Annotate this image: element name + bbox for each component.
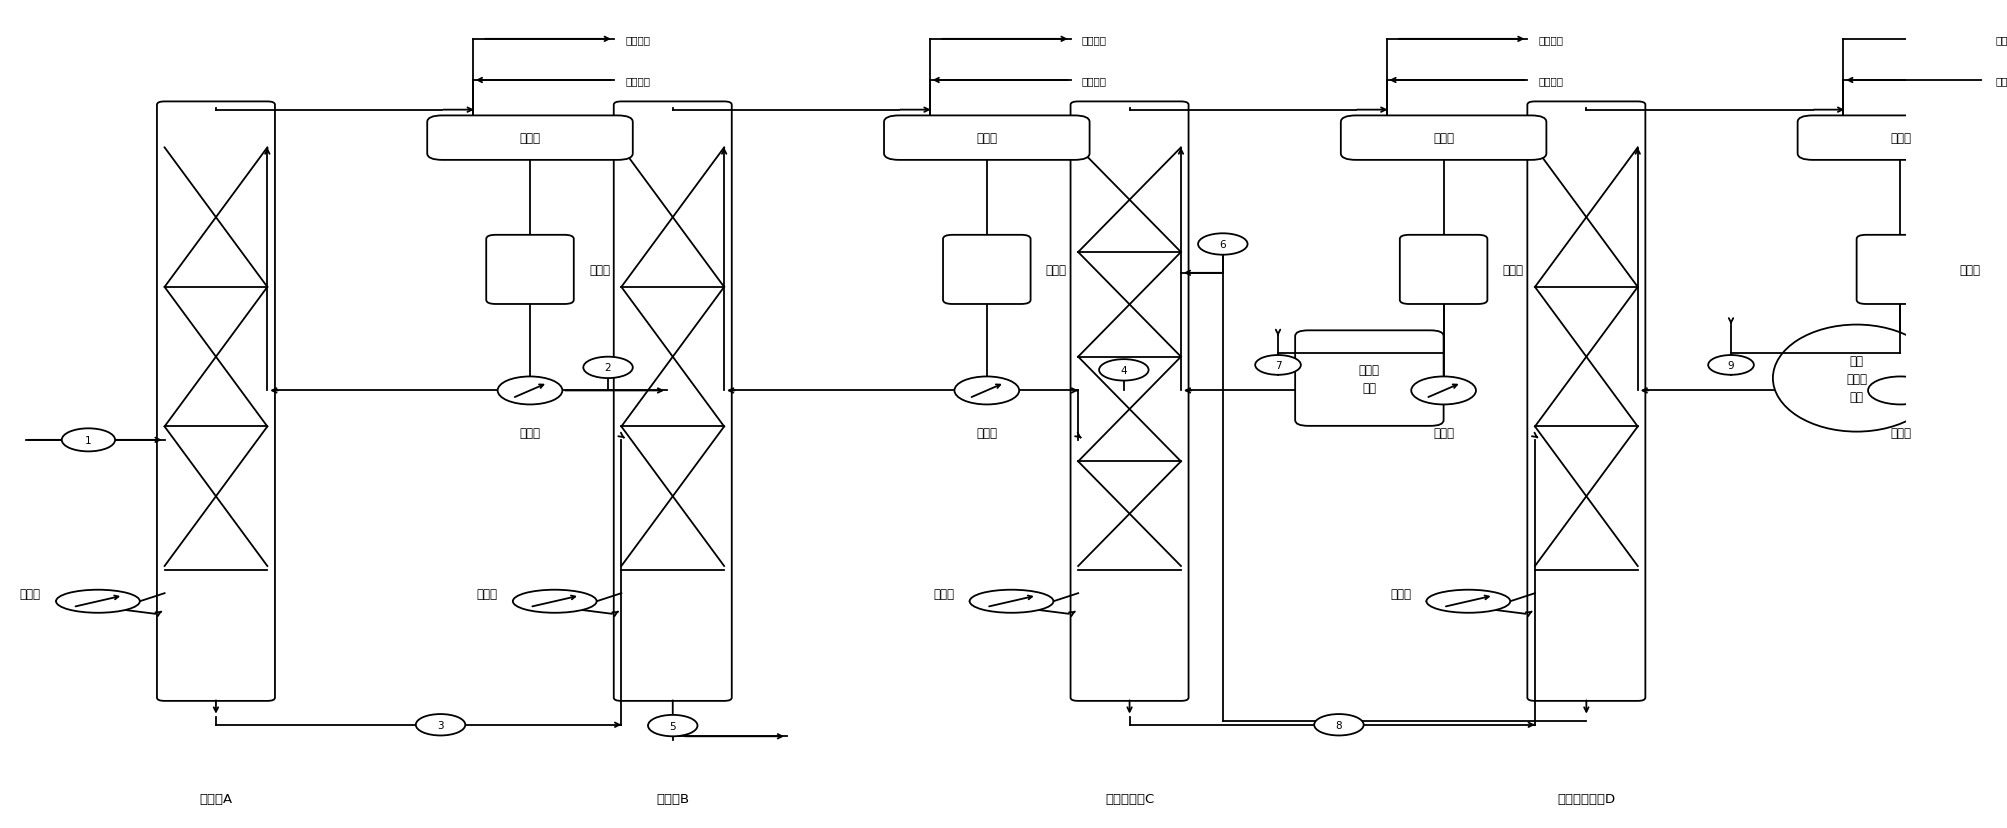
Text: 萃取剂回收塔D: 萃取剂回收塔D [1557,792,1616,806]
Circle shape [1198,234,1248,255]
Text: 6: 6 [1220,240,1226,250]
Text: 冷凝回水: 冷凝回水 [1995,35,2007,45]
FancyBboxPatch shape [883,116,1090,161]
Text: 再沸器: 再沸器 [1391,587,1411,599]
Circle shape [955,377,1020,405]
Circle shape [1869,377,1933,405]
Text: 冷凝上水: 冷凝上水 [624,76,650,86]
Text: 冷凝回水: 冷凝回水 [624,35,650,45]
Text: 回流罐: 回流罐 [588,263,610,277]
Circle shape [498,377,562,405]
Circle shape [584,357,632,378]
FancyBboxPatch shape [157,103,275,701]
Text: 冷凝器: 冷凝器 [520,132,540,145]
Text: 回流罐: 回流罐 [1503,263,1523,277]
Ellipse shape [1772,325,1941,432]
FancyBboxPatch shape [614,103,733,701]
Text: 萃取精馏塔C: 萃取精馏塔C [1106,792,1154,806]
Text: 再沸器: 再沸器 [20,587,40,599]
Circle shape [1254,355,1301,375]
Circle shape [648,715,698,736]
FancyBboxPatch shape [1341,116,1545,161]
Ellipse shape [56,590,140,613]
Text: 9: 9 [1728,360,1734,370]
Text: 脱轻塔A: 脱轻塔A [199,792,233,806]
Ellipse shape [1427,590,1509,613]
FancyBboxPatch shape [1070,103,1188,701]
Text: 再沸器: 再沸器 [476,587,498,599]
Text: 冷凝器: 冷凝器 [1891,132,1911,145]
Text: 2: 2 [604,363,612,373]
Text: 冷凝上水: 冷凝上水 [1539,76,1563,86]
Text: 4: 4 [1120,365,1128,375]
Ellipse shape [514,590,596,613]
Circle shape [1100,359,1148,381]
FancyBboxPatch shape [427,116,632,161]
Text: 冷凝回水: 冷凝回水 [1539,35,1563,45]
FancyBboxPatch shape [1527,103,1646,701]
Circle shape [1708,355,1754,375]
Text: 7: 7 [1274,360,1280,370]
FancyBboxPatch shape [486,235,574,305]
Text: 回流罐: 回流罐 [1046,263,1068,277]
Text: 冷凝器: 冷凝器 [1433,132,1455,145]
Circle shape [415,715,466,735]
Circle shape [1315,715,1363,735]
Text: 回流泵: 回流泵 [1891,426,1911,440]
Text: 冷凝上水: 冷凝上水 [1995,76,2007,86]
FancyBboxPatch shape [943,235,1030,305]
Text: 5: 5 [670,720,676,730]
Text: 8: 8 [1335,720,1343,729]
Circle shape [1411,377,1475,405]
Circle shape [62,429,114,452]
Text: 1: 1 [84,436,92,445]
FancyBboxPatch shape [1399,235,1487,305]
Text: 3: 3 [438,720,444,729]
Text: 冷凝回水: 冷凝回水 [1082,35,1108,45]
FancyBboxPatch shape [1798,116,2003,161]
Text: 冷凝上水: 冷凝上水 [1082,76,1108,86]
Text: 甲基
环戊烷
储罐: 甲基 环戊烷 储罐 [1846,354,1867,403]
Text: 冷凝器: 冷凝器 [975,132,997,145]
Text: 回流泵: 回流泵 [520,426,540,440]
Text: 再沸器: 再沸器 [933,587,955,599]
Text: 正己烷
储罐: 正己烷 储罐 [1359,363,1381,394]
FancyBboxPatch shape [1856,235,1945,305]
FancyBboxPatch shape [1295,331,1443,426]
Ellipse shape [969,590,1054,613]
Text: 回流泵: 回流泵 [975,426,997,440]
Text: 回流泵: 回流泵 [1433,426,1455,440]
Text: 脱重塔B: 脱重塔B [656,792,688,806]
Text: 回流罐: 回流罐 [1959,263,1981,277]
